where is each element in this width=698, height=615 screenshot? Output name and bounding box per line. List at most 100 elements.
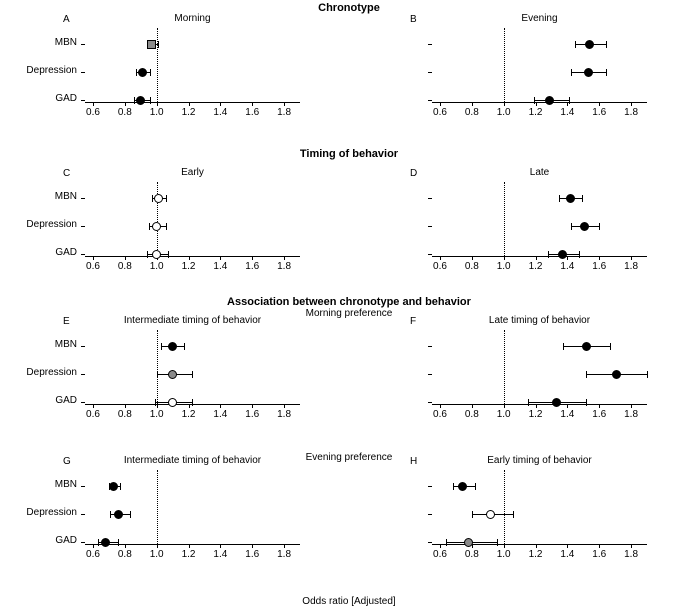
x-tick-label-F-3: 1.2 [528,409,543,420]
x-tick-F-4 [567,404,569,408]
ci-cap-high-A-1 [150,69,152,76]
y-tick-G-2 [81,542,85,543]
data-point-A-GAD [136,95,146,105]
y-tick-B-0 [428,44,432,45]
reference-line-B [503,28,505,102]
x-tick-label-B-4: 1.4 [560,107,575,118]
ci-cap-low-D-0 [559,195,561,202]
ci-cap-low-A-2 [134,97,136,104]
ci-cap-high-E-2 [191,399,193,406]
x-tick-H-2 [503,544,505,548]
ci-cap-high-F-0 [610,343,612,350]
x-tick-label-A-4: 1.4 [213,107,228,118]
x-tick-A-2 [156,102,158,106]
x-tick-F-2 [503,404,505,408]
data-point-A-MBN [147,39,157,49]
x-tick-H-1 [471,544,473,548]
x-tick-G-0 [92,544,94,548]
sub-header-1: Morning preference [305,308,393,319]
x-tick-B-3 [535,102,537,106]
x-tick-D-1 [471,256,473,260]
x-tick-D-0 [439,256,441,260]
plot-area-F: 0.6 0.8 1.0 1.2 1.4 1.6 1.8 [428,330,648,420]
plot-area-B: 0.6 0.8 1.0 1.2 1.4 1.6 1.8 [428,28,647,118]
x-tick-A-0 [92,102,94,106]
reference-line-H [503,470,505,544]
reference-line-E [156,330,158,404]
panel-title-H: Early timing of behavior [487,455,592,466]
ci-cap-high-G-1 [129,511,131,518]
ci-cap-high-D-0 [581,195,583,202]
x-tick-label-A-2: 1.0 [149,107,164,118]
panel-title-B: Evening [521,13,558,24]
y-axis-label-GAD: GAD [55,247,77,258]
ci-cap-low-B-0 [575,41,577,48]
ci-cap-low-D-1 [570,223,572,230]
x-tick-label-G-4: 1.4 [213,549,228,560]
ci-cap-high-G-2 [118,539,120,546]
x-tick-label-B-1: 0.8 [464,107,479,118]
data-point-C-GAD [152,249,162,259]
data-point-H-Depression [486,509,496,519]
y-axis-label-MBN: MBN [54,37,77,48]
x-tick-label-E-2: 1.0 [149,409,164,420]
x-tick-label-A-1: 0.8 [117,107,132,118]
y-axis-label-GAD: GAD [55,535,77,546]
ci-cap-high-A-0 [158,41,160,48]
panel-title-E: Intermediate timing of behavior [123,315,262,326]
ci-cap-high-C-2 [167,251,169,258]
x-tick-label-H-6: 1.8 [624,549,639,560]
data-point-C-MBN [153,193,163,203]
ci-cap-high-F-1 [647,371,648,378]
x-tick-A-1 [124,102,126,106]
reference-line-F [503,330,505,404]
x-tick-label-G-3: 1.2 [181,549,196,560]
ci-cap-low-G-1 [110,511,112,518]
ci-cap-low-F-2 [527,399,529,406]
y-tick-G-1 [81,514,85,515]
y-tick-E-1 [81,374,85,375]
ci-cap-high-B-1 [605,69,607,76]
x-tick-label-A-6: 1.8 [277,107,292,118]
x-tick-G-1 [124,544,126,548]
data-point-E-MBN [168,341,178,351]
x-tick-label-C-3: 1.2 [181,261,196,272]
y-axis-label-Depression: Depression [26,367,77,378]
x-tick-label-C-6: 1.8 [277,261,292,272]
x-tick-C-4 [220,256,222,260]
ci-cap-low-D-2 [548,251,550,258]
panel-letter-B: B [410,14,417,25]
x-tick-label-B-5: 1.6 [592,107,607,118]
ci-cap-high-E-0 [183,343,185,350]
x-tick-label-F-5: 1.6 [592,409,607,420]
x-tick-C-6 [284,256,286,260]
x-tick-F-3 [535,404,537,408]
ci-cap-low-C-2 [147,251,149,258]
y-axis-label-GAD: GAD [55,395,77,406]
x-tick-label-C-1: 0.8 [117,261,132,272]
x-tick-C-0 [92,256,94,260]
x-tick-label-D-2: 1.0 [496,261,511,272]
x-tick-E-6 [284,404,286,408]
y-tick-B-1 [428,72,432,73]
data-point-C-Depression [152,221,162,231]
panel-letter-A: A [63,14,70,25]
x-tick-label-D-4: 1.4 [560,261,575,272]
x-tick-E-1 [124,404,126,408]
data-point-B-GAD [545,95,555,105]
y-tick-H-0 [428,486,432,487]
x-axis-title: Odds ratio [Adjusted] [302,596,396,607]
x-tick-E-2 [156,404,158,408]
y-tick-A-2 [81,100,85,101]
x-tick-E-0 [92,404,94,408]
x-axis-B [432,102,647,103]
panel-letter-E: E [63,316,70,327]
x-tick-label-A-5: 1.6 [245,107,260,118]
x-tick-label-A-0: 0.6 [86,107,100,118]
x-tick-G-3 [188,544,190,548]
ci-cap-low-F-1 [586,371,588,378]
y-tick-H-2 [428,542,432,543]
x-tick-label-E-3: 1.2 [181,409,196,420]
panel-letter-C: C [63,168,71,179]
data-point-D-GAD [558,249,568,259]
